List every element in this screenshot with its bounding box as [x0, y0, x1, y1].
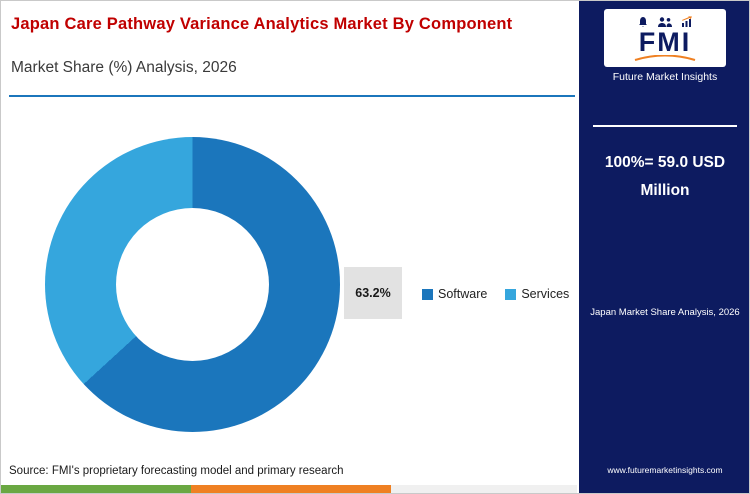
- header-divider-line: [9, 95, 575, 97]
- logo-swoosh-icon: [634, 54, 696, 61]
- bell-icon: [639, 16, 647, 27]
- website-link[interactable]: www.futuremarketinsights.com: [607, 465, 723, 475]
- logo-acronym: FMI: [638, 26, 692, 57]
- chart-icon: [682, 15, 692, 27]
- legend-label-software: Software: [438, 287, 488, 301]
- market-value-headline: 100%= 59.0 USD Million: [604, 154, 726, 199]
- legend-item-software: Software: [422, 287, 487, 301]
- fmi-logo: FMI: [604, 9, 726, 67]
- strip-segment: [391, 485, 579, 493]
- chart-legend: Software Services: [422, 287, 569, 301]
- panel-analysis-note: Japan Market Share Analysis, 2026: [590, 307, 740, 318]
- footer-color-strip: [1, 485, 579, 493]
- brand-panel: FMI Future Market Insights 100%= 59.0 US…: [577, 1, 749, 493]
- logo-company-name: Future Market Insights: [612, 71, 718, 83]
- panel-divider-line: [593, 125, 737, 127]
- strip-segment: [1, 485, 191, 493]
- source-note: Source: FMI's proprietary forecasting mo…: [9, 465, 344, 477]
- data-label-box: 63.2%: [344, 267, 402, 319]
- page-subtitle: Market Share (%) Analysis, 2026: [11, 59, 237, 76]
- people-icon: [658, 16, 672, 27]
- donut-chart: [45, 137, 340, 432]
- software-swatch-icon: [422, 288, 433, 300]
- logo-icon-row: [637, 15, 693, 28]
- legend-label-services: Services: [521, 287, 570, 301]
- legend-item-services: Services: [505, 287, 569, 301]
- page-title: Japan Care Pathway Variance Analytics Ma…: [11, 15, 513, 33]
- strip-segment: [191, 485, 391, 493]
- donut-hole: [116, 208, 269, 361]
- services-swatch-icon: [505, 288, 517, 300]
